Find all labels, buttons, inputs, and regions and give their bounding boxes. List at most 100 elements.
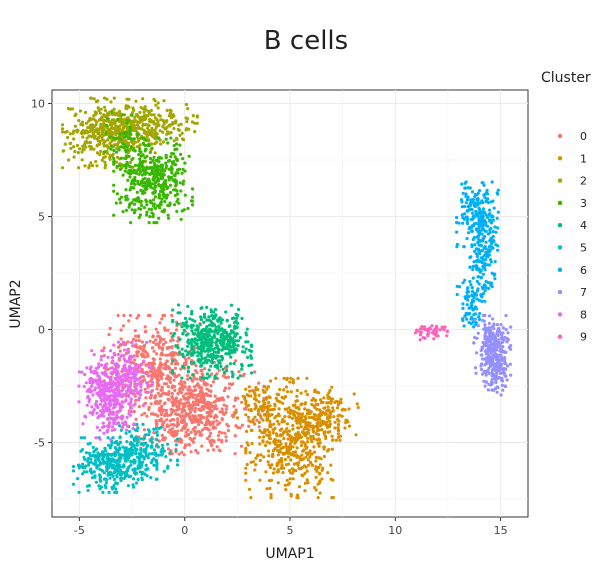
cluster-1-point bbox=[282, 388, 286, 392]
cluster-1-point bbox=[303, 402, 307, 406]
cluster-4-point bbox=[181, 364, 185, 368]
cluster-1-point bbox=[301, 474, 305, 478]
cluster-6-point bbox=[487, 208, 492, 212]
cluster-1-point bbox=[330, 447, 334, 451]
cluster-0-point bbox=[134, 417, 138, 421]
cluster-1-point bbox=[275, 434, 279, 438]
cluster-2-point bbox=[84, 145, 88, 149]
cluster-1-point bbox=[299, 425, 303, 429]
cluster-1-point bbox=[316, 466, 320, 470]
cluster-6-point bbox=[470, 293, 474, 297]
cluster-1-point bbox=[318, 421, 322, 425]
cluster-4-point bbox=[219, 335, 223, 339]
cluster-2-point bbox=[107, 113, 111, 117]
cluster-8-point bbox=[120, 415, 125, 419]
cluster-1-point bbox=[270, 413, 274, 417]
cluster-1-point bbox=[313, 390, 317, 394]
cluster-2-point bbox=[185, 120, 189, 124]
cluster-6-point bbox=[480, 218, 484, 222]
cluster-5-point bbox=[147, 433, 151, 437]
cluster-6-point bbox=[468, 255, 472, 260]
cluster-6-point bbox=[477, 315, 481, 319]
cluster-0-point bbox=[205, 382, 209, 386]
cluster-0-point bbox=[233, 452, 237, 456]
cluster-2-point bbox=[77, 166, 81, 170]
cluster-7-point bbox=[476, 331, 480, 335]
cluster-0-point bbox=[179, 379, 183, 384]
cluster-1-point bbox=[316, 496, 320, 500]
cluster-3-point bbox=[118, 197, 122, 201]
cluster-3-point bbox=[172, 188, 176, 192]
cluster-0-point bbox=[187, 407, 192, 411]
cluster-3-point bbox=[138, 162, 143, 167]
cluster-5-point bbox=[114, 447, 118, 452]
cluster-8-point bbox=[99, 398, 104, 402]
cluster-2-point bbox=[166, 130, 170, 134]
legend-item-0: 0 bbox=[557, 130, 587, 143]
cluster-7-point bbox=[492, 343, 496, 347]
cluster-0-point bbox=[173, 374, 177, 378]
cluster-2-point bbox=[147, 129, 151, 133]
cluster-2-point bbox=[93, 118, 97, 122]
cluster-4-point bbox=[207, 328, 212, 332]
cluster-3-point bbox=[147, 166, 151, 170]
cluster-6-point bbox=[484, 229, 488, 233]
cluster-1-point bbox=[253, 422, 257, 426]
cluster-1-point bbox=[273, 416, 277, 420]
cluster-4-point bbox=[207, 368, 211, 372]
cluster-4-point bbox=[214, 343, 219, 347]
cluster-2-point bbox=[164, 120, 168, 124]
cluster-4-point bbox=[233, 350, 237, 354]
cluster-2-point bbox=[98, 111, 102, 115]
cluster-3-point bbox=[126, 178, 130, 182]
cluster-5-point bbox=[82, 455, 86, 459]
cluster-1-point bbox=[318, 491, 322, 495]
cluster-5-point bbox=[143, 472, 147, 476]
cluster-5-point bbox=[127, 474, 131, 478]
cluster-3-points bbox=[103, 110, 195, 225]
cluster-6-point bbox=[471, 264, 475, 268]
cluster-7-point bbox=[479, 353, 483, 357]
cluster-1-point bbox=[288, 477, 292, 481]
cluster-5-point bbox=[144, 433, 148, 437]
cluster-7-point bbox=[491, 317, 495, 321]
cluster-8-point bbox=[149, 390, 153, 394]
cluster-2-point bbox=[156, 106, 160, 110]
cluster-1-point bbox=[268, 419, 272, 423]
cluster-6-point bbox=[475, 297, 479, 301]
cluster-3-point bbox=[138, 170, 142, 174]
cluster-9-point bbox=[427, 328, 431, 332]
cluster-8-point bbox=[105, 430, 109, 434]
cluster-2-point bbox=[177, 123, 181, 127]
cluster-3-point bbox=[166, 159, 170, 163]
cluster-0-point bbox=[149, 369, 153, 374]
cluster-6-point bbox=[462, 324, 466, 328]
cluster-0-point bbox=[224, 375, 228, 380]
cluster-1-point bbox=[335, 406, 340, 410]
cluster-5-point bbox=[119, 479, 123, 483]
cluster-0-point bbox=[176, 423, 181, 427]
cluster-5-point bbox=[114, 481, 118, 485]
cluster-6-point bbox=[473, 243, 477, 247]
cluster-2-point bbox=[88, 126, 93, 130]
cluster-0-point bbox=[240, 400, 244, 404]
cluster-0-point bbox=[173, 400, 177, 404]
cluster-2-point bbox=[92, 147, 96, 151]
cluster-6-point bbox=[461, 191, 465, 195]
cluster-5-point bbox=[160, 448, 164, 452]
cluster-5-point bbox=[113, 469, 117, 473]
cluster-3-point bbox=[169, 175, 173, 179]
cluster-3-point bbox=[182, 208, 186, 212]
cluster-0-point bbox=[121, 324, 125, 328]
cluster-2-point bbox=[150, 113, 154, 117]
cluster-3-point bbox=[143, 181, 147, 185]
cluster-1-point bbox=[257, 393, 261, 397]
cluster-0-point bbox=[239, 444, 244, 448]
cluster-0-point bbox=[174, 432, 178, 436]
cluster-6-point bbox=[489, 258, 493, 262]
y-tick-label: 5 bbox=[38, 211, 45, 224]
cluster-9-point bbox=[438, 328, 442, 332]
cluster-6-point bbox=[469, 198, 473, 202]
cluster-4-point bbox=[228, 324, 232, 328]
cluster-4-point bbox=[186, 365, 191, 369]
